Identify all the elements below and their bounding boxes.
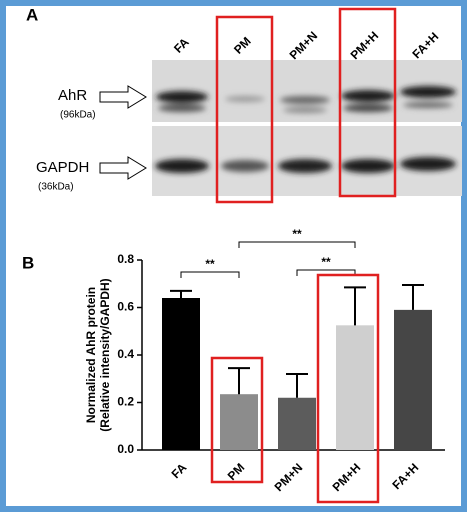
- significance-label: **: [292, 227, 302, 241]
- significance-bracket: [296, 269, 356, 276]
- bar: [220, 394, 258, 450]
- bar: [278, 397, 316, 450]
- y-axis-label: (Relative intensity/GAPDH): [98, 278, 112, 431]
- significance-bracket: [238, 241, 356, 248]
- bar: [394, 309, 432, 450]
- y-axis-label: Normalized AhR protein: [84, 287, 98, 423]
- row-size: (96kDa): [60, 110, 96, 121]
- y-tick-label: 0.6: [117, 300, 134, 314]
- significance-label: **: [205, 257, 215, 271]
- y-tick-label: 0.8: [117, 252, 134, 266]
- row-name: AhR: [58, 87, 87, 104]
- bar: [162, 298, 200, 450]
- y-tick-label: 0.4: [117, 347, 134, 361]
- error-bar: [344, 286, 366, 326]
- error-bar: [402, 283, 424, 310]
- significance-bracket: [180, 271, 240, 278]
- y-tick-label: 0.2: [117, 395, 134, 409]
- row-size: (36kDa): [38, 182, 74, 193]
- y-tick-label: 0.0: [117, 442, 134, 456]
- row-name: GAPDH: [36, 159, 89, 176]
- significance-label: **: [321, 255, 331, 269]
- error-bar: [286, 373, 308, 398]
- error-bar: [170, 289, 192, 298]
- highlight-box: [210, 356, 264, 484]
- panel-label: A: [26, 5, 38, 24]
- error-bar: [228, 367, 250, 395]
- blot: [99, 7, 462, 204]
- bar: [336, 325, 374, 450]
- highlight-box: [316, 273, 380, 504]
- panel-label: B: [22, 253, 34, 272]
